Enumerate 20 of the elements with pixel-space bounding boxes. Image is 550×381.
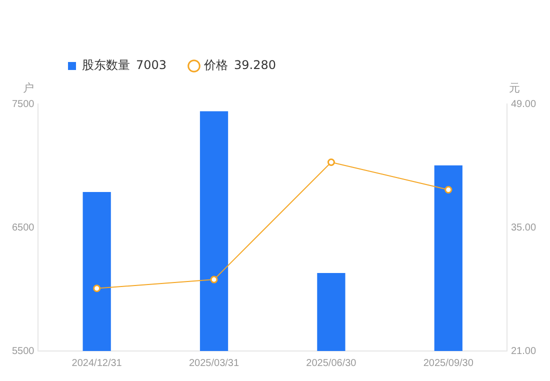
y2-axis-title: 元 xyxy=(508,81,520,94)
x-tick-label: 2025/03/31 xyxy=(188,358,240,369)
y-tick-label: 6500 xyxy=(12,222,35,234)
y-tick-label: 7500 xyxy=(12,98,35,110)
y-tick-label: 5500 xyxy=(12,346,35,357)
legend-label: 股东数量 xyxy=(82,58,130,72)
y2-tick-label: 49.00 xyxy=(510,98,536,110)
point xyxy=(93,284,101,292)
y2-tick-label: 35.00 xyxy=(510,222,536,234)
point xyxy=(327,158,335,166)
x-tick-label: 2025/09/30 xyxy=(423,358,474,369)
x-tick-label: 2025/06/30 xyxy=(306,358,357,369)
point xyxy=(210,276,218,284)
text: 7003 xyxy=(136,58,167,72)
y-axis-title: 户 xyxy=(23,81,34,94)
point xyxy=(444,186,452,194)
legend-label: 价格 xyxy=(203,58,228,72)
y2-tick-label: 21.00 xyxy=(510,346,536,357)
x-tick-label: 2024/12/31 xyxy=(72,358,122,369)
text: 39.280 xyxy=(234,58,276,72)
